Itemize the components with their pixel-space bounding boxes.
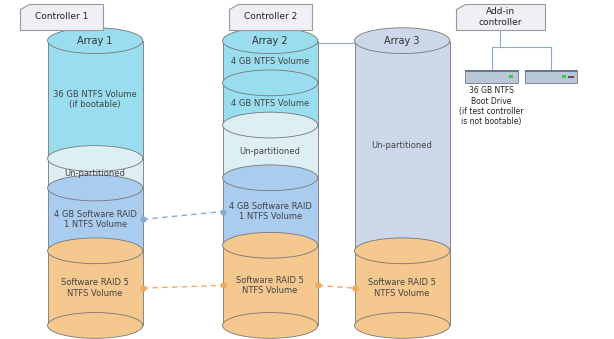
- Ellipse shape: [48, 313, 142, 338]
- Text: Un-partitioned: Un-partitioned: [371, 141, 433, 150]
- Text: Array 2: Array 2: [252, 36, 288, 46]
- Text: Controller 2: Controller 2: [244, 13, 297, 21]
- Ellipse shape: [48, 238, 142, 264]
- Text: Software RAID 5
NTFS Volume: Software RAID 5 NTFS Volume: [236, 276, 304, 295]
- Bar: [222, 245, 318, 325]
- Text: Un-partitioned: Un-partitioned: [64, 169, 126, 178]
- Ellipse shape: [223, 28, 318, 54]
- Ellipse shape: [355, 238, 449, 264]
- Bar: [222, 125, 318, 178]
- Ellipse shape: [223, 233, 318, 258]
- Ellipse shape: [355, 28, 449, 54]
- Text: Array 1: Array 1: [77, 36, 113, 46]
- Ellipse shape: [48, 175, 142, 201]
- Bar: [48, 251, 142, 325]
- Text: Add-in
controller: Add-in controller: [479, 7, 522, 27]
- Ellipse shape: [223, 112, 318, 138]
- Polygon shape: [456, 4, 545, 30]
- Text: 36 GB NTFS Volume
(if bootable): 36 GB NTFS Volume (if bootable): [53, 90, 137, 109]
- Bar: [222, 178, 318, 245]
- Ellipse shape: [48, 28, 142, 54]
- Ellipse shape: [223, 70, 318, 96]
- Bar: [525, 70, 577, 72]
- Bar: [48, 41, 142, 159]
- Text: Controller 1: Controller 1: [35, 13, 88, 21]
- Bar: [465, 70, 518, 72]
- Text: Array 3: Array 3: [384, 36, 420, 46]
- Bar: [509, 75, 513, 78]
- Text: 36 GB NTFS
Boot Drive
(if test controller
is not bootable): 36 GB NTFS Boot Drive (if test controlle…: [459, 86, 524, 126]
- Text: 4 GB Software RAID
1 NTFS Volume: 4 GB Software RAID 1 NTFS Volume: [54, 210, 136, 229]
- Bar: [48, 159, 142, 188]
- Text: 4 GB NTFS Volume: 4 GB NTFS Volume: [231, 99, 309, 108]
- Bar: [465, 70, 518, 83]
- Text: 4 GB NTFS Volume: 4 GB NTFS Volume: [231, 57, 309, 66]
- Bar: [48, 188, 142, 251]
- Text: Software RAID 5
NTFS Volume: Software RAID 5 NTFS Volume: [368, 278, 436, 298]
- Ellipse shape: [223, 313, 318, 338]
- Text: Software RAID 5
NTFS Volume: Software RAID 5 NTFS Volume: [61, 278, 129, 298]
- Bar: [562, 75, 566, 78]
- Bar: [222, 41, 318, 83]
- Ellipse shape: [223, 165, 318, 191]
- Bar: [525, 70, 577, 83]
- Bar: [355, 251, 450, 325]
- Text: Un-partitioned: Un-partitioned: [239, 147, 301, 156]
- Ellipse shape: [48, 146, 142, 172]
- Bar: [222, 83, 318, 125]
- Ellipse shape: [355, 313, 449, 338]
- Text: 4 GB Software RAID
1 NTFS Volume: 4 GB Software RAID 1 NTFS Volume: [229, 202, 311, 221]
- Polygon shape: [20, 4, 103, 30]
- Polygon shape: [228, 4, 312, 30]
- Bar: [568, 76, 574, 78]
- Bar: [355, 41, 450, 251]
